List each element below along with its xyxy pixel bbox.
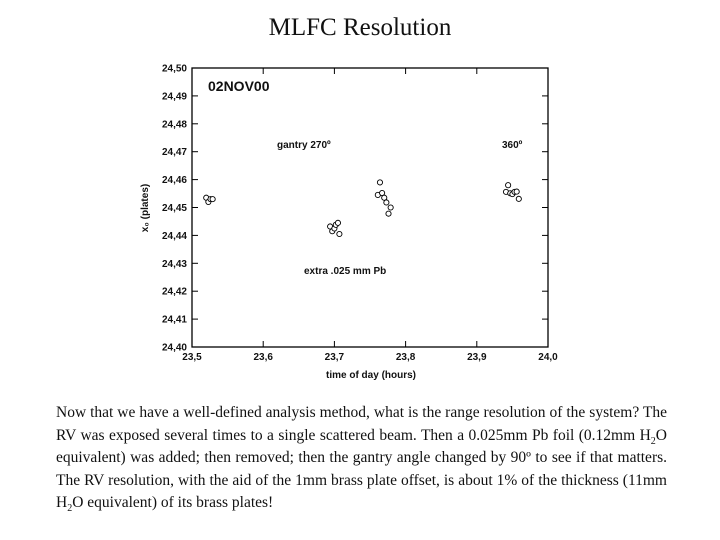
x-tick-label: 23,7	[325, 352, 345, 363]
y-tick-label: 24,50	[162, 64, 187, 75]
caption-line-3a: Pb foil (0.12mm H	[531, 426, 651, 444]
chart-title: 02NOV00	[208, 78, 270, 94]
caption-line-5a: plate offset, is about 1% of the thickne…	[56, 471, 667, 512]
data-point-series-0	[209, 196, 216, 203]
data-point-series-3	[513, 188, 520, 195]
caption-line-5b: O equivalent) of its brass plates!	[72, 494, 274, 511]
y-axis: 24,40 24,41 24,42 24,43 24,44 24,45 24,46 24,47…	[162, 64, 548, 354]
x-tick-label: 23,8	[396, 352, 416, 363]
y-tick-label: 24,49	[162, 91, 187, 102]
caption-line-5-subscript: 2	[67, 503, 73, 515]
x-axis: 23,5 23,6 23,7 23,8 23,9 24,0	[182, 68, 558, 363]
annotation-360: 360º	[502, 140, 523, 151]
caption-line-3-subscript: 2	[650, 435, 656, 447]
plot-frame	[191, 67, 549, 348]
scatter-chart: 24,40 24,41 24,42 24,43 24,44 24,45 24,46 24,47…	[140, 64, 558, 382]
caption-line-3b: O equivalent) was added; then removed; t…	[56, 426, 667, 467]
data-point-series-3	[505, 182, 512, 189]
y-tick-label: 24,44	[162, 231, 187, 242]
data-point-series-1	[336, 230, 343, 238]
caption-line-4: changed by 90º to see if that matters. T…	[56, 449, 668, 489]
x-tick-label: 23,9	[467, 352, 487, 363]
x-tick-label: 23,5	[182, 352, 202, 363]
slide-title: MLFC Resolution	[268, 14, 452, 41]
y-tick-label: 24,42	[162, 287, 187, 298]
y-tick-label: 24,47	[162, 147, 187, 158]
caption-paragraph: Now that we have a well-defined analysis…	[56, 402, 667, 515]
x-tick-label: 23,6	[253, 352, 273, 363]
data-point-series-3	[515, 195, 522, 202]
y-tick-label: 24,45	[162, 203, 187, 214]
annotation-gantry-270: gantry 270º	[277, 140, 331, 151]
y-tick-label: 24,48	[162, 119, 187, 130]
y-tick-label: 24,40	[162, 343, 187, 354]
y-tick-label: 24,41	[162, 315, 187, 326]
data-point-series-2	[383, 199, 390, 206]
y-tick-label: 24,43	[162, 259, 187, 270]
x-tick-label: 24,0	[538, 352, 558, 363]
data-points	[203, 179, 522, 238]
caption-line-2: system? The RV was exposed several times…	[56, 404, 667, 444]
data-point-series-2	[387, 204, 394, 211]
data-point-series-1	[334, 219, 342, 226]
y-tick-label: 24,46	[162, 175, 187, 186]
caption-line-1: Now that we have a well-defined analysis…	[56, 404, 586, 421]
data-point-series-2	[385, 210, 392, 217]
y-axis-label: x₀ (plates)	[140, 184, 151, 232]
data-point-series-2	[376, 179, 384, 186]
annotation-extra-pb: extra .025 mm Pb	[304, 266, 386, 277]
x-axis-label: time of day (hours)	[326, 370, 416, 381]
